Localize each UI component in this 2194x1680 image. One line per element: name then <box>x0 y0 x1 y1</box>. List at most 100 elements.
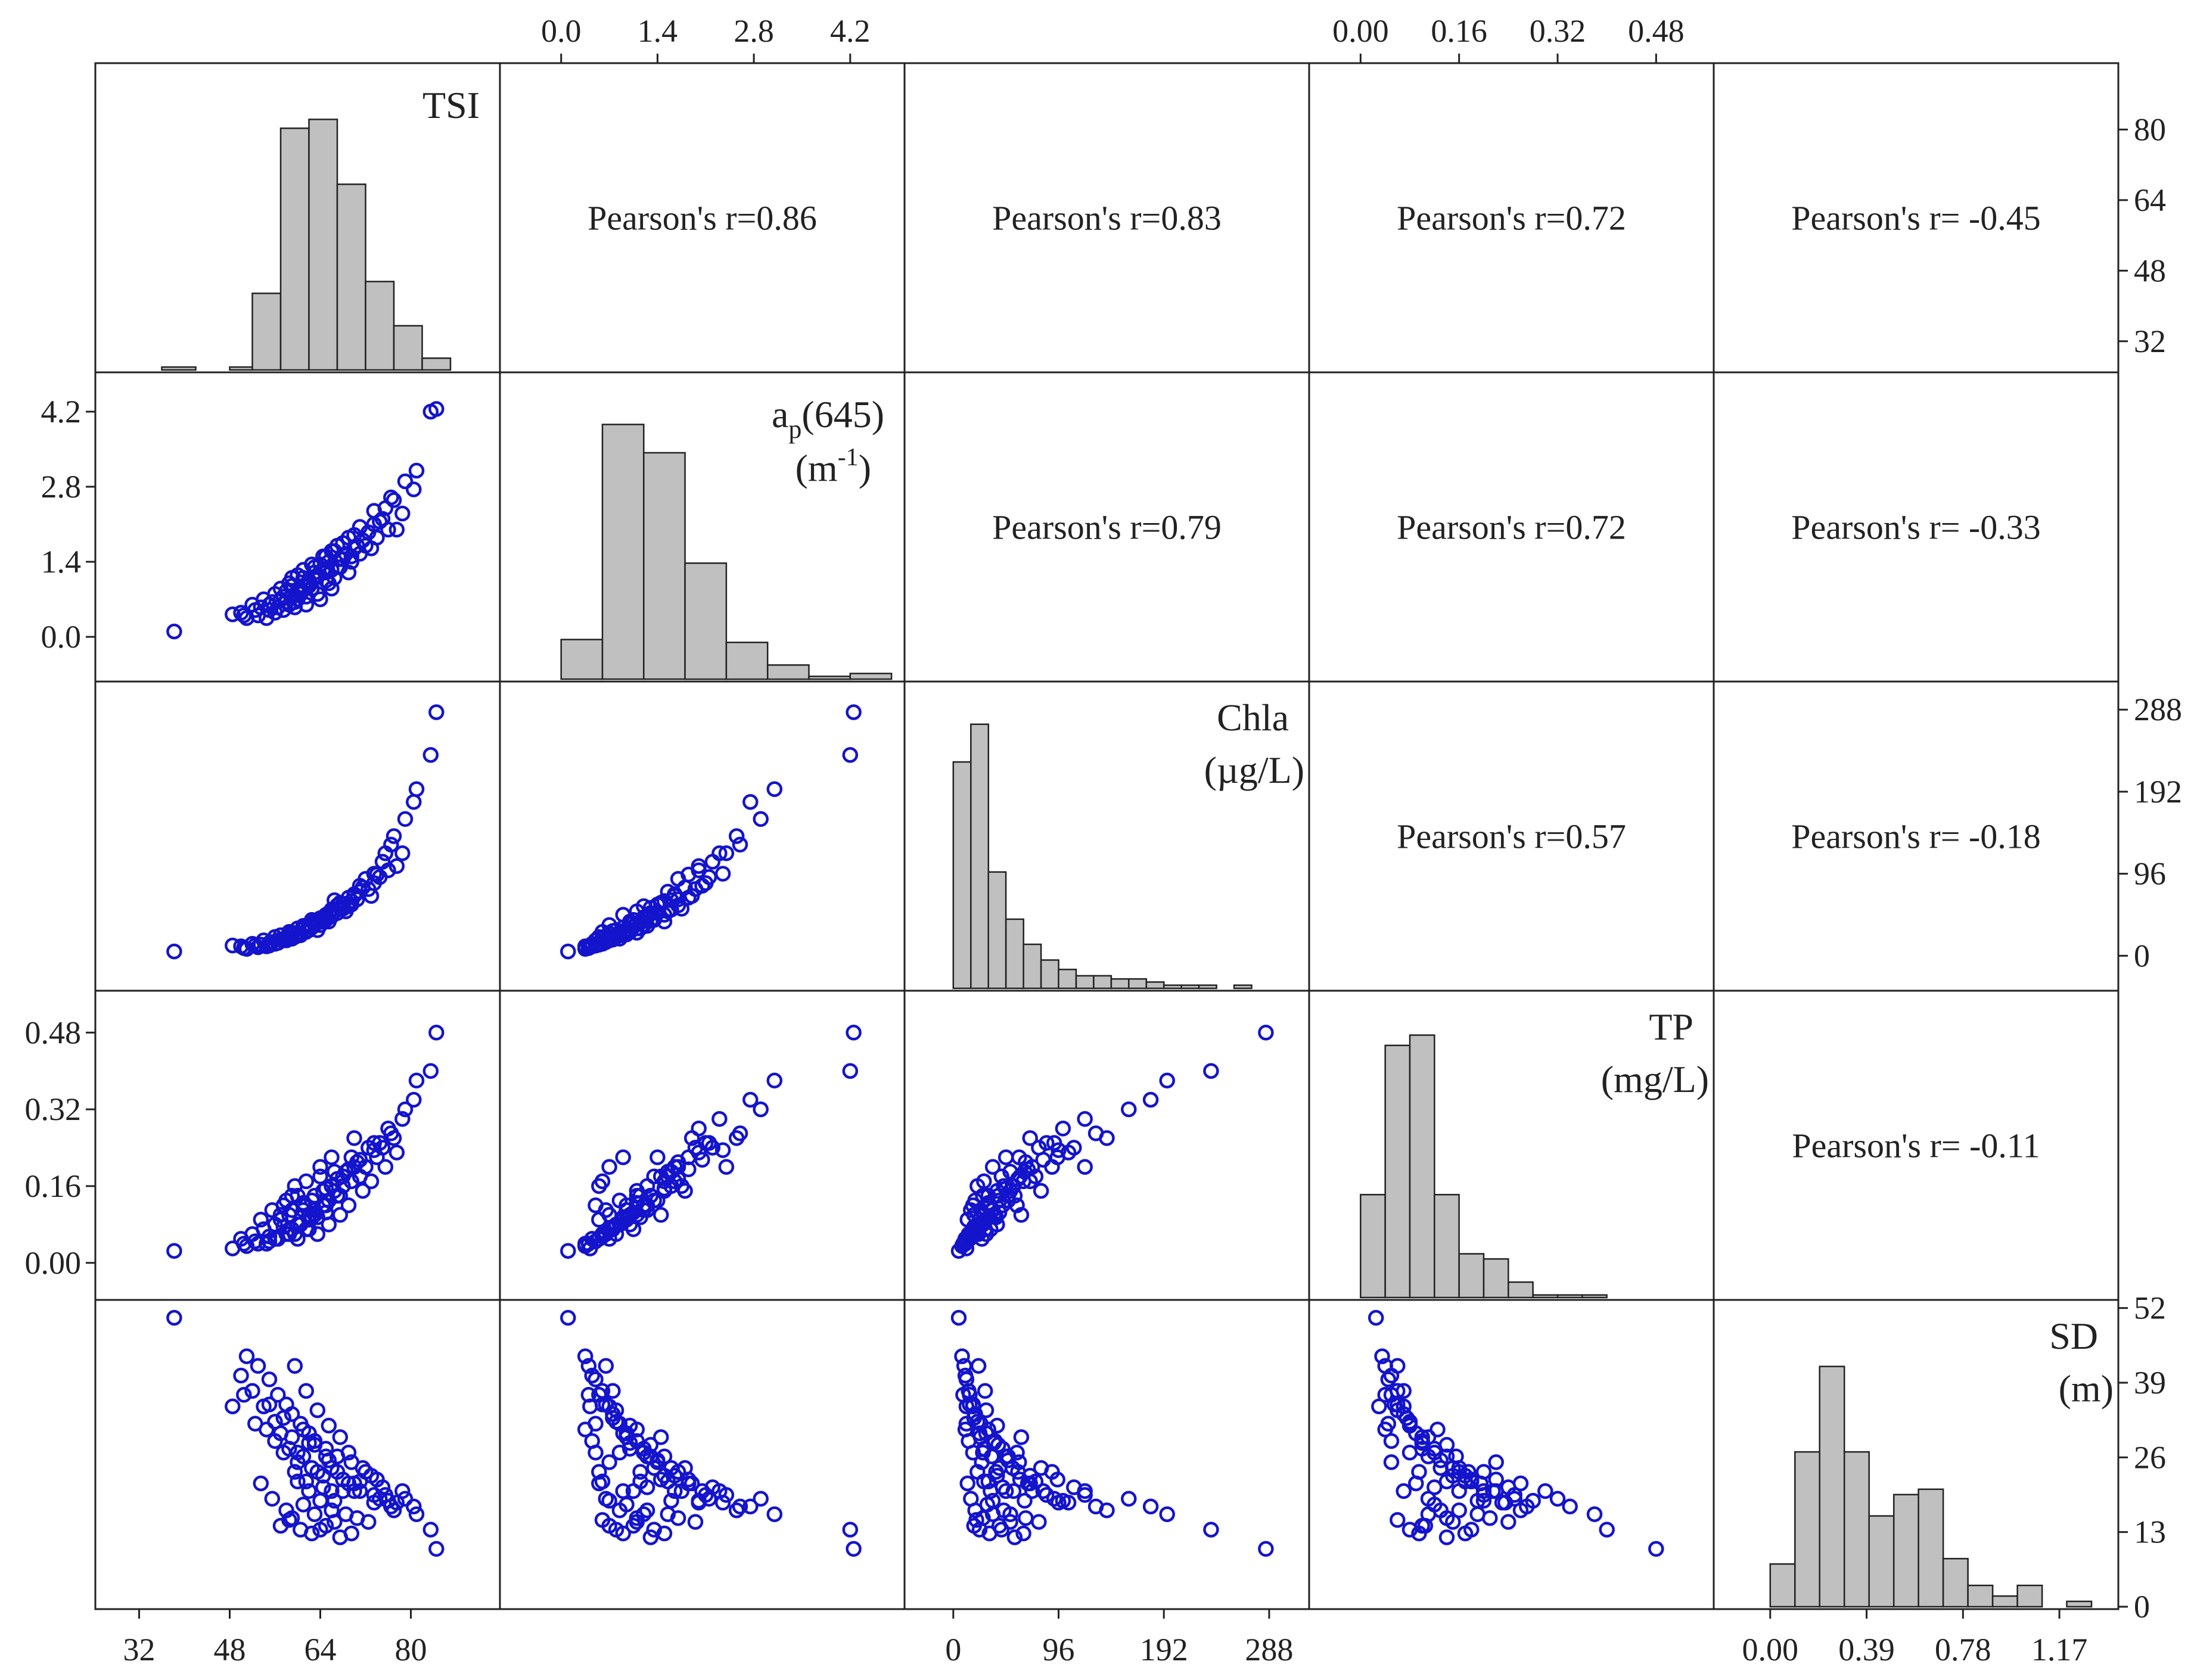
scatter-point <box>1448 1448 1464 1464</box>
scatter-point <box>642 913 659 929</box>
scatter-point <box>1012 1471 1028 1488</box>
scatter-point <box>981 1525 997 1542</box>
scatter-point <box>1500 1514 1516 1530</box>
histogram-bar <box>1233 984 1253 990</box>
scatter-point <box>718 845 735 861</box>
scatter-point <box>422 746 439 763</box>
scatter-point <box>691 858 707 874</box>
scatter-point <box>639 909 655 926</box>
scatter-point <box>560 943 576 960</box>
scatter-point <box>984 1159 1001 1175</box>
scatter-point <box>295 1194 312 1211</box>
scatter-point <box>989 1417 1005 1434</box>
x-tick-label-Chla: 0 <box>945 1632 961 1667</box>
scatter-point <box>1396 1383 1412 1399</box>
x-tick-label-TSI: 48 <box>214 1632 246 1667</box>
scatter-point <box>332 1429 349 1445</box>
y-tick-label-TP: 0.00 <box>25 1245 82 1281</box>
scatter-point <box>389 858 405 874</box>
scatter-point <box>601 1159 617 1175</box>
variable-label-ap645-unit-sup: -1 <box>838 444 859 471</box>
scatter-point <box>1015 1525 1031 1542</box>
scatter-point <box>236 1236 252 1252</box>
matrix-marks <box>161 119 2093 1608</box>
scatter-point <box>1046 1491 1062 1507</box>
scatter-point <box>1002 1506 1018 1522</box>
scatter-point <box>742 1498 759 1515</box>
scatter-point <box>306 1437 323 1453</box>
scatter-point <box>295 920 312 937</box>
scatter-point <box>236 1387 252 1403</box>
scatter-point <box>1035 1152 1051 1168</box>
scatter-point <box>275 1410 292 1426</box>
variable-label-TP-unit: (mg/L) <box>1601 1058 1709 1100</box>
histogram-bar <box>1384 1044 1411 1299</box>
scatter-point <box>340 1161 357 1178</box>
scatter-point <box>975 1445 991 1461</box>
scatter-point <box>1035 1483 1051 1499</box>
scatter-point <box>846 704 862 720</box>
matrix-cells <box>94 62 2120 1610</box>
x-tick-label-top-TP: 0.48 <box>1628 13 1685 49</box>
scatter-point <box>1013 1429 1030 1445</box>
scatter-point <box>694 1483 710 1499</box>
histogram-bar <box>1058 969 1077 990</box>
scatter-point <box>267 1433 283 1449</box>
scatter-point <box>1451 1502 1467 1519</box>
scatter-point <box>166 623 182 640</box>
scatter-point <box>1380 1415 1397 1432</box>
scatter-point <box>619 1202 635 1218</box>
scatter-point <box>408 1072 425 1089</box>
pearson-label-ap645-TP: Pearson's r=0.72 <box>1397 508 1626 547</box>
scatter-point <box>406 481 422 497</box>
scatter-point <box>652 1471 669 1488</box>
scatter-point <box>270 1387 286 1403</box>
scatter-point <box>225 1398 241 1414</box>
x-tick-label-TSI: 64 <box>304 1632 337 1667</box>
histogram-bar <box>643 452 686 680</box>
scatter-point <box>340 889 357 906</box>
scatter-point <box>428 1025 445 1041</box>
scatter-point <box>290 1473 306 1490</box>
scatter-point <box>588 1415 604 1432</box>
scatter-point <box>1159 1072 1175 1089</box>
pearson-label-TSI-ap645: Pearson's r=0.86 <box>588 199 817 238</box>
y-tick-label-right-SD-count: 13 <box>2134 1514 2166 1550</box>
scatter-point <box>1411 1464 1427 1480</box>
scatter-point <box>625 1517 642 1534</box>
scatter-point <box>969 1414 986 1430</box>
scatter-point <box>639 1197 655 1214</box>
histogram-bar <box>684 562 728 680</box>
cell-frame-r4-c4 <box>1713 1299 2120 1610</box>
scatter-point <box>591 1178 607 1194</box>
scatter-point <box>264 1491 281 1507</box>
scatter-point <box>261 1396 278 1413</box>
histogram-bar <box>2016 1584 2043 1608</box>
scatter-point <box>670 897 686 913</box>
scatter-point <box>591 1475 607 1492</box>
histogram-bar <box>1942 1558 1969 1608</box>
x-tick-label-TSI: 80 <box>395 1632 427 1667</box>
scatter-point <box>366 1495 383 1511</box>
scatter-point <box>1512 1475 1529 1492</box>
histogram-Chla <box>952 723 1253 990</box>
scatter-point <box>642 1187 659 1204</box>
scatter-point <box>321 1417 337 1434</box>
scatter-point <box>560 1309 576 1326</box>
y-tick-label-TP: 0.32 <box>25 1091 82 1127</box>
scatter-point <box>355 1460 371 1476</box>
histogram-bar <box>1556 1294 1583 1299</box>
histogram-TSI <box>161 119 452 371</box>
scatter-point <box>1386 1396 1403 1413</box>
y-tick-label-right-Chla: 192 <box>2134 774 2182 810</box>
scatter-point <box>580 940 597 956</box>
scatter-point <box>1033 1183 1049 1199</box>
scatter-point <box>408 462 425 479</box>
scatter-point <box>340 1197 357 1214</box>
scatter-cell-TSI-vs-Chla <box>166 704 445 960</box>
x-tick-label-SD: 0.39 <box>1838 1632 1895 1667</box>
scatter-point <box>306 559 323 575</box>
scatter-point <box>267 935 283 952</box>
scatter-point <box>605 1383 621 1399</box>
